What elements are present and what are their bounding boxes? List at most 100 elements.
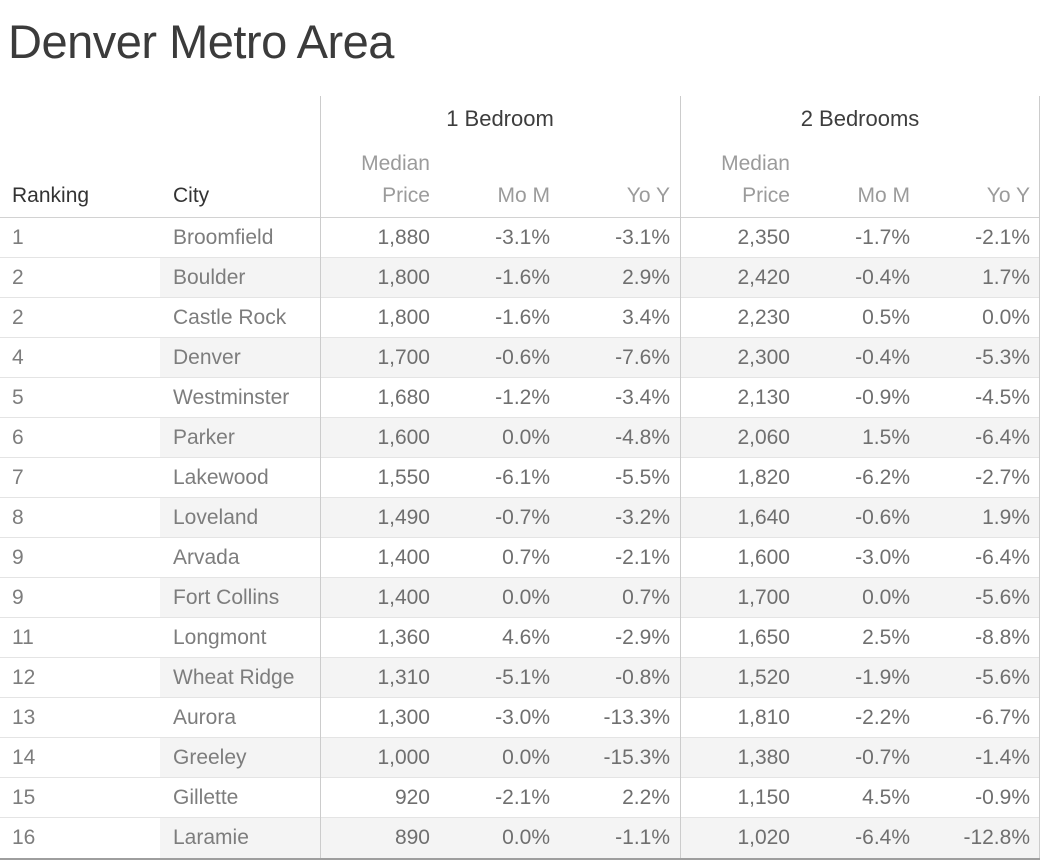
cell-city: Fort Collins xyxy=(160,578,320,617)
cell-1br-mom: -6.1% xyxy=(495,466,550,489)
table-body: 1 Broomfield 1,880 -3.1% -3.1% 2,350 -1.… xyxy=(0,218,1040,860)
table-row: 1 Broomfield 1,880 -3.1% -3.1% 2,350 -1.… xyxy=(0,218,1040,258)
cell-2br-yoy: -12.8% xyxy=(920,818,1040,858)
cell-2br-median-price: 1,020 xyxy=(680,818,800,858)
cell-2br-median-price: 2,060 xyxy=(680,418,800,457)
cell-ranking: 16 xyxy=(12,826,36,849)
cell-1br-median-price: 1,680 xyxy=(377,386,430,409)
cell-city: Laramie xyxy=(160,818,320,858)
cell-1br-yoy: -2.1% xyxy=(615,546,670,569)
cell-2br-mom: -1.7% xyxy=(855,226,910,249)
cell-2br-yoy: 1.7% xyxy=(920,258,1040,297)
table-row: 2 Castle Rock 1,800 -1.6% 3.4% 2,230 0.5… xyxy=(0,298,1040,338)
group-header-1-bedroom[interactable]: 1 Bedroom xyxy=(446,106,554,131)
cell-city: Gillette xyxy=(173,786,239,809)
group-header-spacer-ranking xyxy=(0,106,160,132)
column-header-city[interactable]: City xyxy=(173,184,210,207)
cell-2br-mom: -6.4% xyxy=(800,818,920,858)
column-header-ranking[interactable]: Ranking xyxy=(12,184,90,207)
cell-ranking: 15 xyxy=(12,786,36,809)
cell-city: Westminster xyxy=(173,386,290,409)
cell-2br-mom: 2.5% xyxy=(862,626,910,649)
table-row: 4 Denver 1,700 -0.6% -7.6% 2,300 -0.4% -… xyxy=(0,338,1040,378)
cell-2br-median-price: 2,420 xyxy=(680,258,800,297)
cell-2br-median-price: 1,700 xyxy=(680,578,800,617)
cell-ranking: 1 xyxy=(12,226,24,249)
cell-city: Longmont xyxy=(173,626,267,649)
cell-1br-mom: -2.1% xyxy=(495,786,550,809)
cell-ranking: 2 xyxy=(12,266,24,289)
cell-2br-yoy: 1.9% xyxy=(920,498,1040,537)
column-header-1br-median-price[interactable]: Median Price xyxy=(361,152,430,207)
cell-2br-mom: 4.5% xyxy=(862,786,910,809)
cell-1br-yoy: 3.4% xyxy=(622,306,670,329)
cell-2br-median-price: 2,130 xyxy=(737,386,790,409)
table-right-border xyxy=(1039,96,1040,858)
cell-2br-mom: -1.9% xyxy=(800,658,920,697)
cell-1br-mom: 0.0% xyxy=(440,418,560,457)
cell-1br-median-price: 1,880 xyxy=(377,226,430,249)
cell-1br-median-price: 1,400 xyxy=(377,546,430,569)
cell-1br-yoy: -0.8% xyxy=(560,658,680,697)
cell-city: Arvada xyxy=(173,546,240,569)
group-header-2-bedrooms[interactable]: 2 Bedrooms xyxy=(800,106,920,131)
cell-ranking: 4 xyxy=(12,346,24,369)
cell-2br-median-price: 2,300 xyxy=(680,338,800,377)
cell-1br-mom: -0.7% xyxy=(440,498,560,537)
cell-1br-mom: 0.0% xyxy=(440,818,560,858)
cell-1br-mom: -1.6% xyxy=(495,306,550,329)
section-divider-2-bedrooms xyxy=(680,96,681,858)
cell-ranking: 7 xyxy=(12,466,24,489)
cell-2br-yoy: -6.7% xyxy=(975,706,1030,729)
column-header-2br-mom[interactable]: Mo M xyxy=(857,184,911,207)
cell-city: Parker xyxy=(160,418,320,457)
cell-1br-median-price: 1,310 xyxy=(320,658,440,697)
cell-1br-mom: -1.6% xyxy=(440,258,560,297)
cell-2br-median-price: 1,820 xyxy=(737,466,790,489)
cell-1br-median-price: 1,550 xyxy=(377,466,430,489)
cell-1br-median-price: 890 xyxy=(320,818,440,858)
table-row: 9 Fort Collins 1,400 0.0% 0.7% 1,700 0.0… xyxy=(0,578,1040,618)
cell-2br-median-price: 1,600 xyxy=(737,546,790,569)
cell-1br-yoy: 0.7% xyxy=(560,578,680,617)
cell-2br-median-price: 1,520 xyxy=(680,658,800,697)
cell-2br-yoy: -5.6% xyxy=(920,578,1040,617)
cell-1br-mom: 0.7% xyxy=(502,546,550,569)
table-row: 11 Longmont 1,360 4.6% -2.9% 1,650 2.5% … xyxy=(0,618,1040,658)
table-row: 2 Boulder 1,800 -1.6% 2.9% 2,420 -0.4% 1… xyxy=(0,258,1040,298)
cell-city: Castle Rock xyxy=(173,306,287,329)
cell-ranking: 9 xyxy=(12,546,24,569)
column-header-2br-median-price[interactable]: Median Price xyxy=(721,152,790,207)
cell-1br-yoy: -7.6% xyxy=(560,338,680,377)
cell-1br-yoy: -4.8% xyxy=(560,418,680,457)
group-header-row: 1 Bedroom 2 Bedrooms xyxy=(0,96,1040,132)
cell-2br-mom: -2.2% xyxy=(855,706,910,729)
cell-1br-median-price: 1,300 xyxy=(377,706,430,729)
cell-ranking: 5 xyxy=(12,386,24,409)
cell-1br-yoy: -3.2% xyxy=(560,498,680,537)
cell-ranking: 2 xyxy=(12,306,24,329)
table-row: 8 Loveland 1,490 -0.7% -3.2% 1,640 -0.6%… xyxy=(0,498,1040,538)
cell-1br-mom: 0.0% xyxy=(440,578,560,617)
column-header-1br-mom[interactable]: Mo M xyxy=(497,184,551,207)
cell-1br-yoy: -5.5% xyxy=(615,466,670,489)
table-row: 15 Gillette 920 -2.1% 2.2% 1,150 4.5% -0… xyxy=(0,778,1040,818)
cell-2br-yoy: 0.0% xyxy=(982,306,1030,329)
cell-2br-median-price: 1,810 xyxy=(737,706,790,729)
cell-2br-mom: 0.5% xyxy=(862,306,910,329)
cell-ranking: 14 xyxy=(12,746,36,769)
table-row: 9 Arvada 1,400 0.7% -2.1% 1,600 -3.0% -6… xyxy=(0,538,1040,578)
table-row: 6 Parker 1,600 0.0% -4.8% 2,060 1.5% -6.… xyxy=(0,418,1040,458)
section-divider-1-bedroom xyxy=(320,96,321,858)
cell-1br-yoy: 2.9% xyxy=(560,258,680,297)
cell-1br-mom: -3.0% xyxy=(495,706,550,729)
cell-city: Boulder xyxy=(160,258,320,297)
cell-2br-mom: -0.7% xyxy=(800,738,920,777)
column-header-1br-yoy[interactable]: Yo Y xyxy=(626,184,670,207)
column-header-2br-yoy[interactable]: Yo Y xyxy=(986,184,1030,207)
table-header: 1 Bedroom 2 Bedrooms Ranking City Median… xyxy=(0,96,1040,218)
cell-1br-median-price: 1,000 xyxy=(320,738,440,777)
cell-city: Aurora xyxy=(173,706,237,729)
cell-2br-median-price: 1,150 xyxy=(737,786,790,809)
